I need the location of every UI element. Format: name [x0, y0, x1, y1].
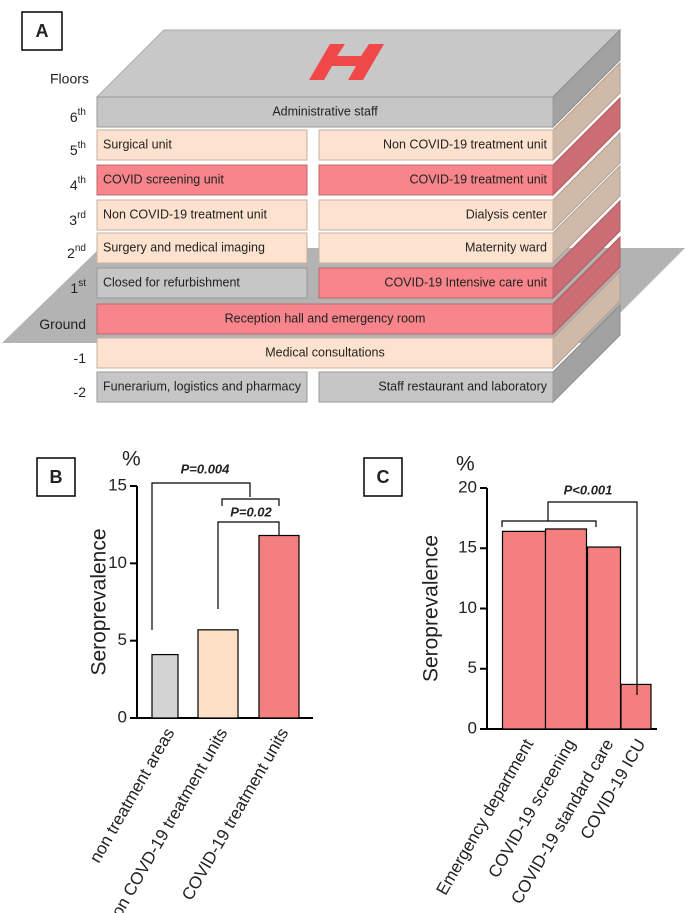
bar: [544, 528, 588, 730]
floor-number: 4: [70, 177, 78, 193]
floor-unit: [318, 371, 554, 403]
x-tick-label: COVID-19 treatment units: [178, 725, 292, 904]
floor-number: -2: [74, 384, 87, 400]
floor-unit: [96, 199, 308, 231]
floor-label: 6th: [70, 107, 86, 125]
y-unit: %: [456, 453, 475, 476]
y-tick-label: 0: [468, 718, 477, 737]
floor-label: 1st: [70, 278, 86, 296]
floor-label: 5th: [70, 140, 86, 158]
significance-bracket: [501, 520, 597, 527]
floor-number: 6: [70, 109, 78, 125]
y-tick-label: 5: [468, 658, 477, 677]
p-value: P=0.02: [230, 504, 272, 519]
unit-label: Administrative staff: [272, 104, 378, 118]
unit-label: Closed for refurbishment: [103, 275, 240, 289]
floor-suffix: rd: [77, 210, 86, 221]
floor-number: 5: [70, 142, 78, 158]
panel-box: [363, 457, 403, 497]
floor-number: 1: [70, 280, 78, 296]
unit-label: COVID-19 Intensive care unit: [384, 275, 547, 289]
floor-number: 3: [69, 212, 77, 228]
floor-unit: [318, 164, 554, 196]
unit-label: Medical consultations: [265, 345, 385, 359]
significance-bracket: [221, 498, 280, 506]
y-tick-label: 20: [458, 477, 477, 496]
unit-label: COVID screening unit: [103, 172, 224, 186]
y-tick-label: 10: [458, 598, 477, 617]
unit-label: Funerarium, logistics and pharmacy: [103, 379, 302, 393]
unit-label: Reception hall and emergency room: [225, 311, 426, 325]
y-tick-label: 15: [108, 475, 127, 494]
unit-label: Maternity ward: [465, 240, 547, 254]
floor-label: -2: [74, 384, 87, 400]
significance-bracket: [151, 482, 251, 630]
floor-number: 2: [67, 245, 75, 261]
floor-number: Ground: [39, 316, 86, 332]
floor-label: 3rd: [69, 210, 86, 228]
unit-label: Non COVID-19 treatment unit: [383, 137, 547, 151]
y-axis-label: Seroprevalence: [88, 528, 111, 675]
floor-label: Ground: [39, 316, 86, 332]
floor-unit: [96, 164, 308, 196]
floor-label: 4th: [70, 175, 86, 193]
y-unit: %: [122, 448, 141, 471]
floor-unit: [96, 303, 554, 335]
p-value: P=0.004: [181, 461, 231, 476]
floor-unit: [318, 129, 554, 161]
floor-label: 2nd: [67, 243, 86, 261]
floor-unit: [318, 232, 554, 264]
y-tick-label: 15: [458, 538, 477, 557]
bar: [197, 629, 239, 719]
floor-suffix: th: [78, 107, 86, 118]
floor-unit: [96, 371, 308, 403]
floor-suffix: th: [78, 175, 86, 186]
bar: [501, 530, 547, 730]
unit-label: Dialysis center: [466, 207, 547, 221]
floor-label: -1: [74, 350, 87, 366]
p-value: P<0.001: [564, 482, 613, 497]
floor-unit: [96, 337, 554, 369]
bar: [586, 546, 622, 730]
floor-suffix: nd: [75, 243, 86, 254]
floor-unit: [318, 199, 554, 231]
unit-label: COVID-19 treatment unit: [409, 172, 547, 186]
floor-unit: [318, 267, 554, 299]
floor-unit: [96, 96, 554, 128]
panel-box: [36, 457, 76, 497]
bar: [620, 683, 652, 730]
panel-label: A: [36, 21, 49, 41]
panel-label: C: [377, 467, 390, 487]
floor-suffix: th: [78, 140, 86, 151]
logo: [309, 44, 384, 80]
panel-label: B: [50, 467, 63, 487]
floor-unit: [96, 232, 308, 264]
panel-box: [21, 11, 63, 51]
unit-label: Non COVID-19 treatment unit: [103, 207, 267, 221]
floor-unit: [96, 267, 308, 299]
floors-heading: Floors: [50, 71, 89, 87]
y-axis-label: Seroprevalence: [420, 535, 443, 682]
floor-suffix: st: [78, 278, 86, 289]
y-tick-label: 5: [118, 630, 127, 649]
bar: [151, 653, 179, 719]
unit-label: Staff restaurant and laboratory: [378, 379, 547, 393]
floor-number: -1: [74, 350, 87, 366]
unit-label: Surgery and medical imaging: [103, 240, 265, 254]
y-tick-label: 0: [118, 707, 127, 726]
y-tick-label: 10: [108, 553, 127, 572]
floor-unit: [96, 129, 308, 161]
significance-bracket: [547, 501, 638, 695]
significance-bracket: [217, 521, 280, 609]
unit-label: Surgical unit: [103, 137, 172, 151]
bar: [258, 534, 300, 719]
